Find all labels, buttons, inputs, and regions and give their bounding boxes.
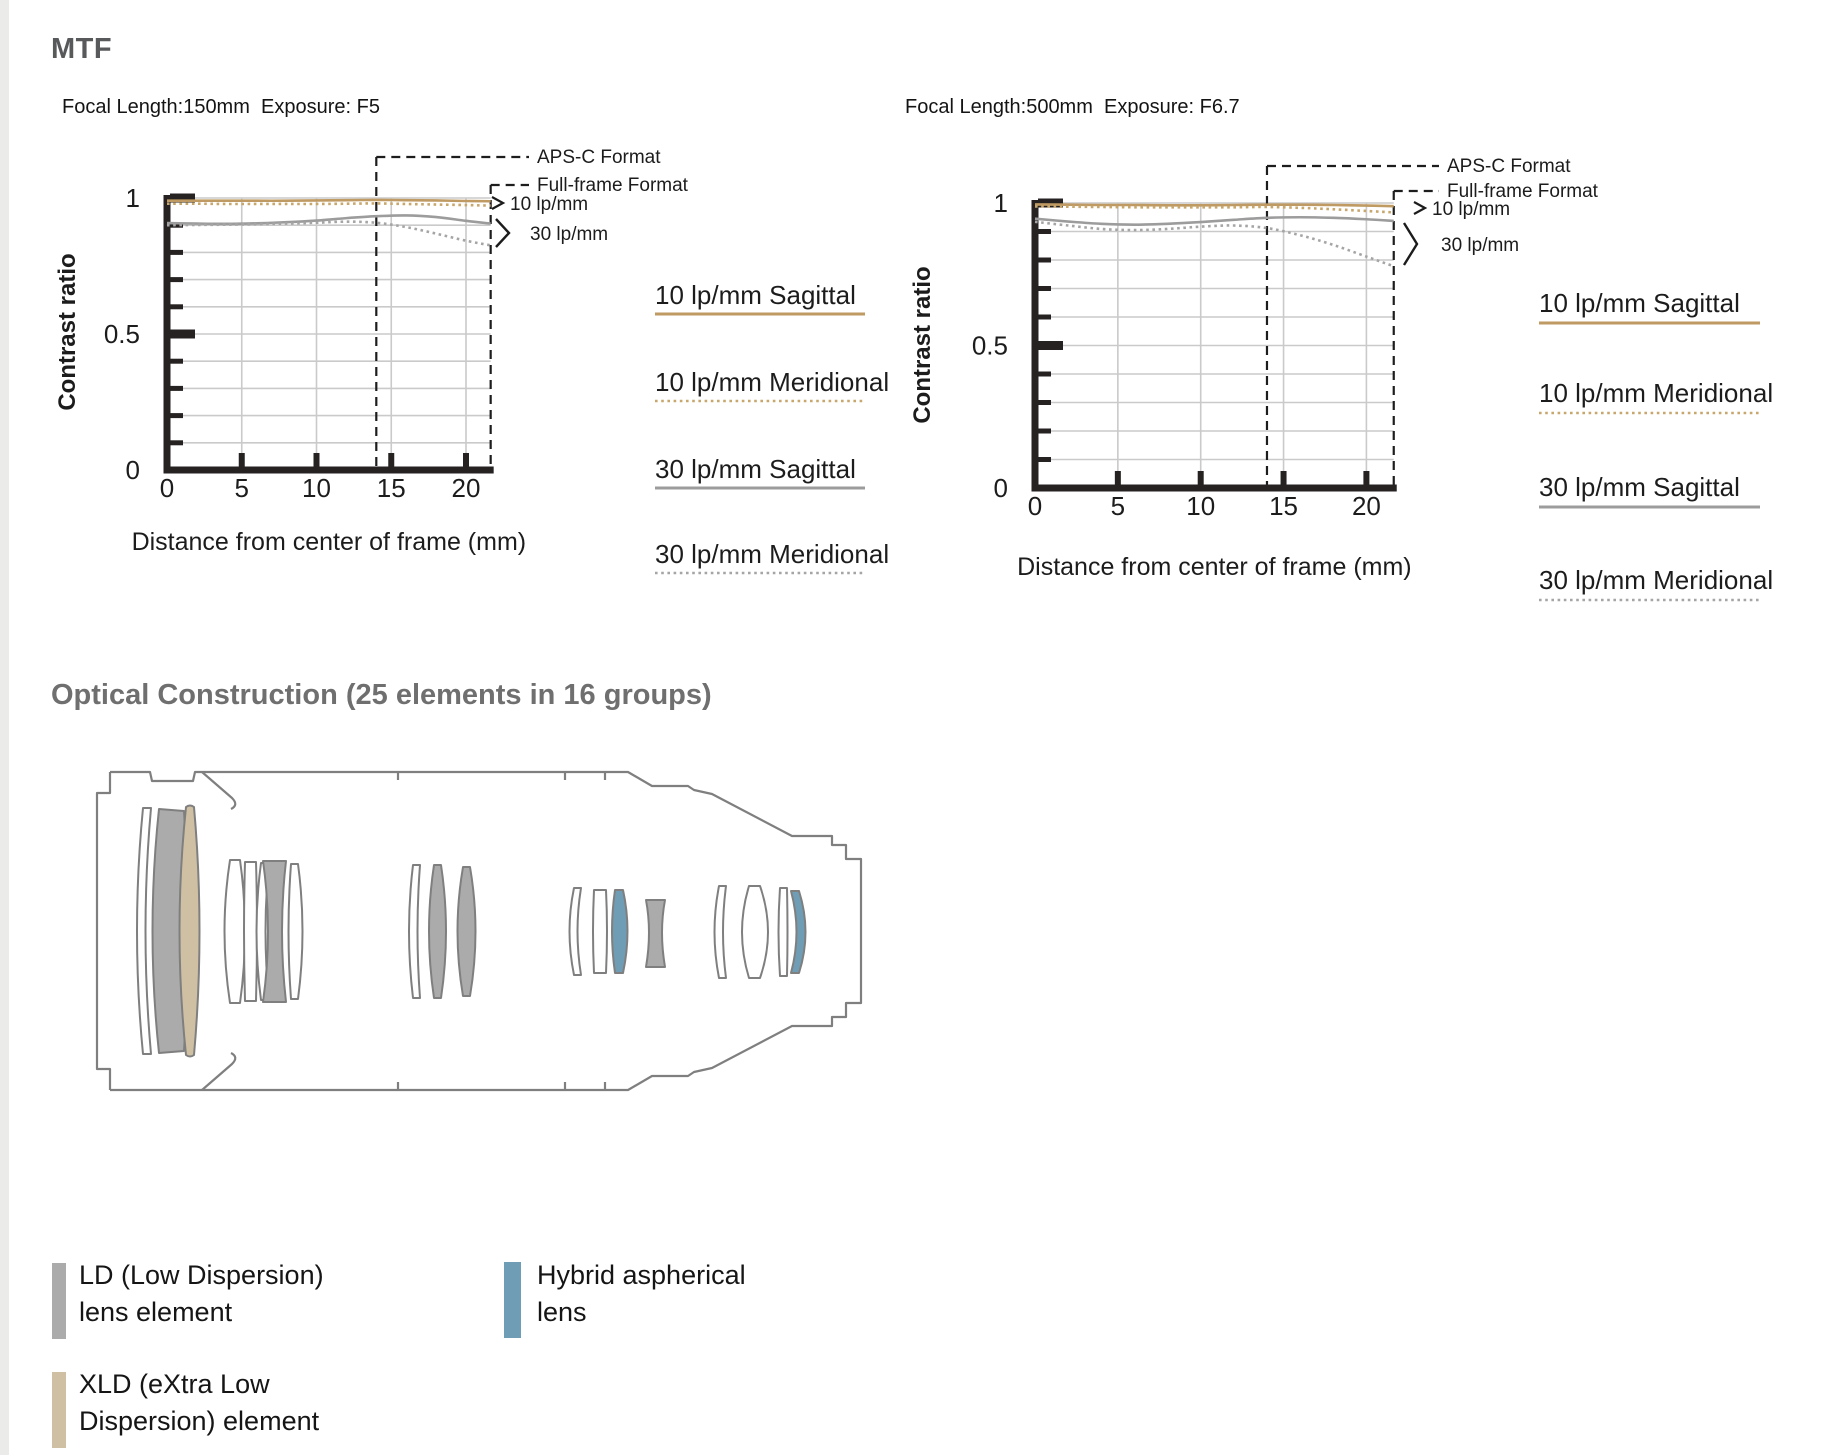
x-axis-title: Distance from center of frame (mm): [1017, 553, 1412, 581]
page-title: MTF: [51, 33, 113, 66]
chart-legend-label: 10 lp/mm Meridional: [1539, 378, 1773, 408]
x-tick-label: 15: [1269, 491, 1298, 521]
ld-lens-element: [262, 860, 287, 1003]
hybrid-color-swatch: [504, 1262, 521, 1338]
ld-legend-line2: lens element: [79, 1297, 233, 1327]
chart-legend-label: 30 lp/mm Meridional: [1539, 565, 1773, 595]
ld-lens-element: [645, 899, 666, 968]
y-tick-label: 1: [126, 183, 140, 213]
series-30-lp-mm-meridional: [166, 220, 491, 247]
x-tick-label: 5: [235, 473, 249, 503]
lp10-pointer-icon: [1413, 201, 1428, 215]
y-axis-title: Contrast ratio: [54, 253, 81, 410]
x-tick-label: 10: [1186, 491, 1215, 521]
fullframe-format-label: Full-frame Format: [537, 175, 689, 196]
apsc-format-label: APS-C Format: [1447, 156, 1571, 177]
lp30-label: 30 lp/mm: [530, 224, 608, 245]
apsc-format-label: APS-C Format: [537, 147, 661, 168]
lens-element: [592, 889, 608, 974]
hybrid-legend-line2: lens: [537, 1297, 587, 1327]
lens-barrel-outline: [396, 772, 607, 780]
lens-element: [136, 807, 152, 1055]
ld-lens-element: [428, 864, 447, 999]
page-left-strip: [0, 0, 9, 1455]
x-tick-label: 15: [377, 473, 406, 503]
xld-legend-label: XLD (eXtra Low Dispersion) element: [79, 1366, 319, 1440]
x-tick-label: 20: [452, 473, 481, 503]
lens-barrel-outline: [201, 1052, 237, 1091]
ld-legend-label: LD (Low Dispersion) lens element: [79, 1257, 324, 1331]
mtf-chart-500mm: 0 5 10 15 20 1 0.5 0 Distance from center of fra…: [909, 156, 1773, 602]
x-tick-label: 5: [1111, 491, 1125, 521]
y-tick-label: 0: [126, 455, 140, 485]
chart-legend-label: 10 lp/mm Sagittal: [655, 280, 856, 310]
lens-element: [243, 861, 258, 1002]
lp30-bracket-icon: [495, 218, 511, 248]
lens-barrel-outline: [110, 770, 863, 1092]
series-10-lp-mm-sagittal: [167, 198, 491, 203]
y-tick-label: 0.5: [972, 331, 1008, 361]
x-tick-label: 20: [1352, 491, 1381, 521]
chart-legend-label: 30 lp/mm Sagittal: [1539, 472, 1740, 502]
hybrid-legend-line1: Hybrid aspherical: [537, 1260, 746, 1290]
lens-element: [777, 887, 789, 977]
lp30-label: 30 lp/mm: [1441, 235, 1519, 256]
x-axis-title: Distance from center of frame (mm): [132, 528, 527, 556]
series-10-lp-mm-sagittal: [1034, 203, 1394, 208]
lp10-label: 10 lp/mm: [510, 194, 588, 215]
chart-legend-label: 10 lp/mm Meridional: [655, 367, 889, 397]
ld-color-swatch: [52, 1263, 66, 1339]
hybrid-aspherical-element: [611, 889, 629, 974]
fullframe-format-label: Full-frame Format: [1447, 181, 1599, 202]
y-tick-label: 0: [994, 473, 1008, 503]
hybrid-legend-label: Hybrid aspherical lens: [537, 1257, 746, 1331]
chart-legend-label: 10 lp/mm Sagittal: [1539, 288, 1740, 318]
y-tick-label: 1: [994, 188, 1008, 218]
chart-legend-label: 30 lp/mm Meridional: [655, 539, 889, 569]
ld-lens-element: [456, 866, 477, 997]
lp10-pointer-icon: [491, 196, 506, 210]
lens-element: [287, 863, 304, 1000]
lp30-bracket-icon: [1402, 222, 1419, 266]
lens-element: [223, 859, 246, 1004]
ld-legend-line1: LD (Low Dispersion): [79, 1260, 324, 1290]
lens-element: [568, 887, 582, 976]
series-10-lp-mm-meridional: [1034, 205, 1394, 214]
x-tick-label: 0: [1028, 491, 1042, 521]
xld-legend-line2: Dispersion) element: [79, 1406, 320, 1436]
series-30-lp-mm-meridional: [1034, 220, 1395, 268]
xld-legend-line1: XLD (eXtra Low: [79, 1369, 270, 1399]
xld-color-swatch: [52, 1372, 66, 1448]
mtf-chart-500mm-header: Focal Length:500mm Exposure: F6.7: [905, 96, 1240, 118]
lp10-label: 10 lp/mm: [1432, 199, 1510, 220]
lens-barrel-outline: [201, 771, 237, 810]
lens-element: [741, 885, 769, 979]
lens-element: [408, 864, 421, 999]
optical-construction-title: Optical Construction (25 elements in 16 …: [51, 679, 712, 712]
hybrid-aspherical-element: [790, 890, 807, 974]
mtf-chart-150mm: 0 5 10 15 20 1 0.5 0 Distance from center of fra…: [54, 147, 889, 575]
y-tick-label: 0.5: [104, 319, 140, 349]
lens-barrel-outline: [95, 772, 112, 1090]
chart-legend-label: 30 lp/mm Sagittal: [655, 454, 856, 484]
series-10-lp-mm-meridional: [166, 202, 491, 207]
x-tick-label: 0: [160, 473, 174, 503]
xld-lens-element: [178, 804, 201, 1058]
lens-diagram: [95, 770, 863, 1092]
lens-barrel-outline: [396, 1082, 607, 1090]
x-tick-label: 10: [302, 473, 331, 503]
mtf-chart-150mm-header: Focal Length:150mm Exposure: F5: [62, 96, 380, 118]
series-30-lp-mm-sagittal: [1034, 215, 1394, 226]
lens-element: [713, 885, 727, 979]
y-axis-title: Contrast ratio: [909, 266, 936, 423]
